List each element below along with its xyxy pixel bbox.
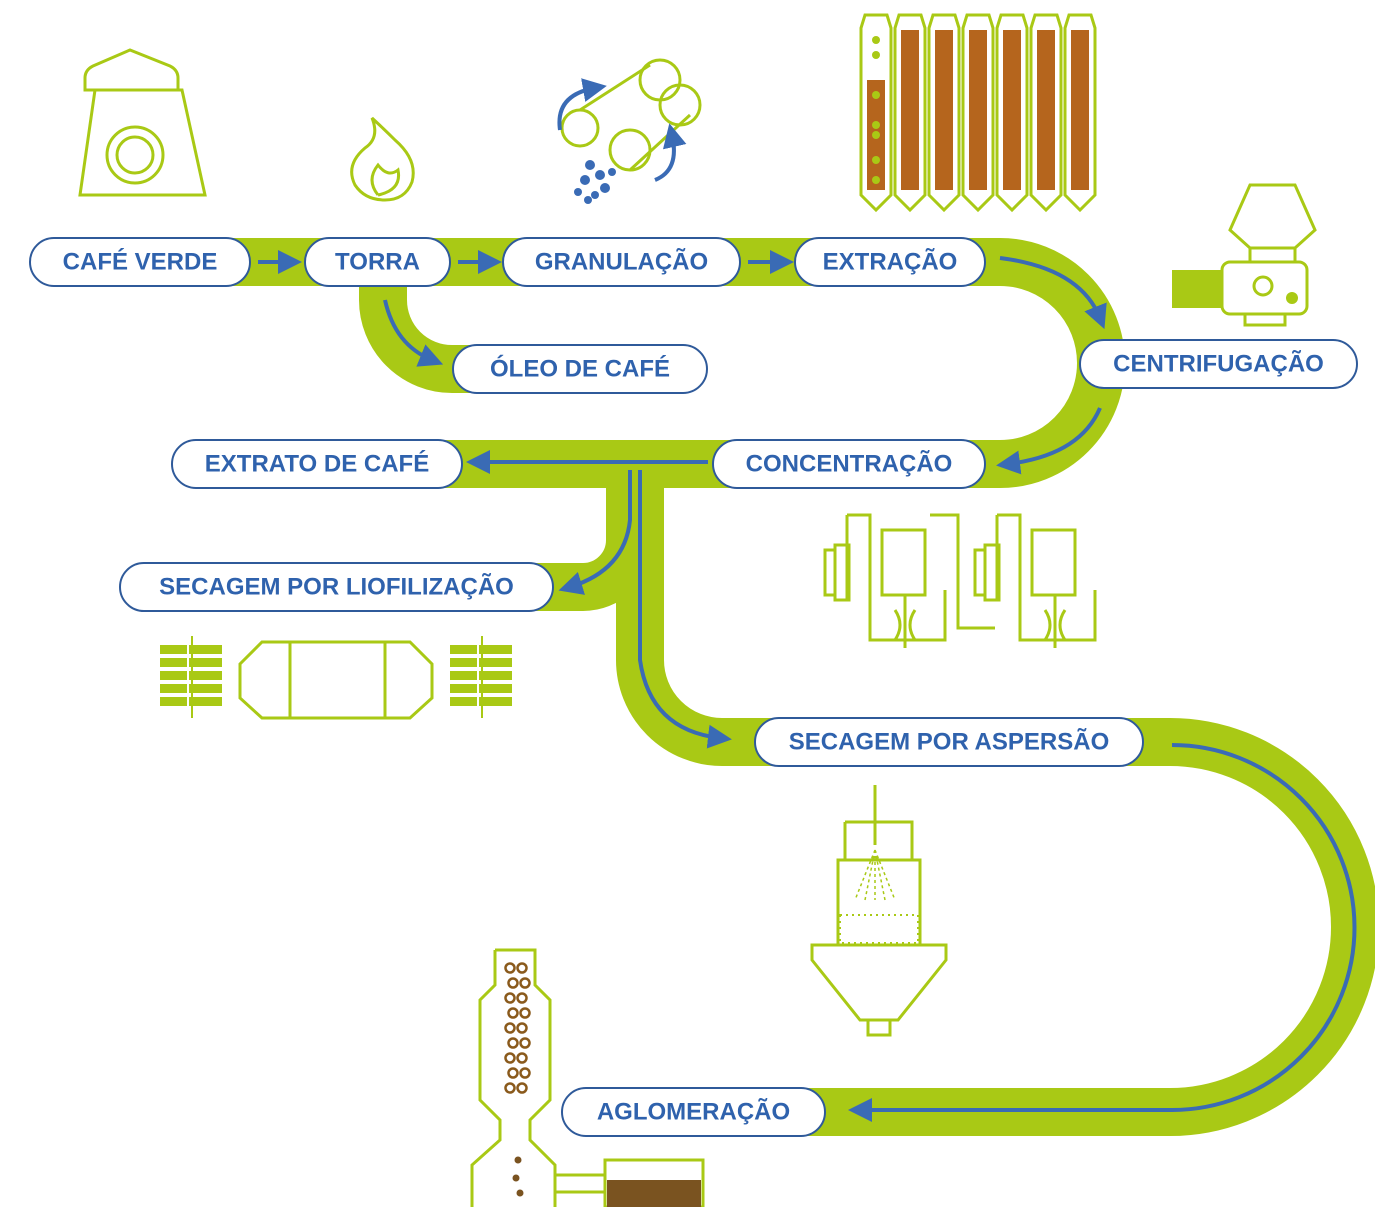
extraction-column [961,13,995,213]
step-pill [1079,339,1358,389]
extraction-column [1029,13,1063,213]
step-pill [304,237,451,287]
step-label: CAFÉ VERDE [63,247,218,275]
rollers [557,58,702,182]
step-pill [561,1087,826,1137]
step-label: TORRA [335,248,420,275]
process-step: CENTRIFUGAÇÃO [1079,339,1358,389]
rack [450,636,512,718]
process-step: AGLOMERAÇÃO [561,1087,826,1137]
nodes: CAFÉ VERDE TORRA GRANULAÇÃO EXTRAÇÃO CENTRIF… [29,237,1358,1137]
process-step: SECAGEM POR LIOFILIZAÇÃO [119,562,554,612]
step-label: CONCENTRAÇÃO [746,449,953,477]
process-step: GRANULAÇÃO [502,237,741,287]
step-pill [794,237,986,287]
step-pill [119,562,554,612]
process-step: SECAGEM POR ASPERSÃO [754,717,1144,767]
extraction-column [859,13,893,213]
sack [78,48,207,197]
step-label: ÓLEO DE CAFÉ [490,354,670,382]
step-pill [171,439,463,489]
centrifuge [1172,183,1317,327]
step-label: AGLOMERAÇÃO [597,1097,790,1125]
process-step: TORRA [304,237,451,287]
step-label: GRANULAÇÃO [535,247,708,275]
spray-dryer [810,785,948,1037]
evaporator [823,513,947,648]
extraction-column [995,13,1029,213]
step-label: CENTRIFUGAÇÃO [1113,349,1324,377]
flame [350,116,415,202]
process-step: CAFÉ VERDE [29,237,251,287]
step-label: SECAGEM POR LIOFILIZAÇÃO [159,572,514,600]
extraction-column [1063,13,1097,213]
step-label: SECAGEM POR ASPERSÃO [789,727,1110,755]
step-pill [29,237,251,287]
evaporator [973,513,1097,648]
step-label: EXTRAÇÃO [823,247,958,275]
step-pill [754,717,1144,767]
agglomerator [470,948,705,1207]
extraction-column [893,13,927,213]
freeze-dryer [238,640,434,720]
rack [160,636,222,718]
step-pill [712,439,986,489]
step-pill [452,344,708,394]
bands [60,238,1375,1136]
flow-arrows [258,250,1357,1122]
granules [574,160,616,204]
process-step: EXTRATO DE CAFÉ [171,439,463,489]
process-step: CONCENTRAÇÃO [712,439,986,489]
icons [78,13,1317,1207]
step-label: EXTRATO DE CAFÉ [205,449,429,477]
connector [930,513,995,630]
process-step: ÓLEO DE CAFÉ [452,344,708,394]
process-step: EXTRAÇÃO [794,237,986,287]
extraction-column [927,13,961,213]
step-pill [502,237,741,287]
